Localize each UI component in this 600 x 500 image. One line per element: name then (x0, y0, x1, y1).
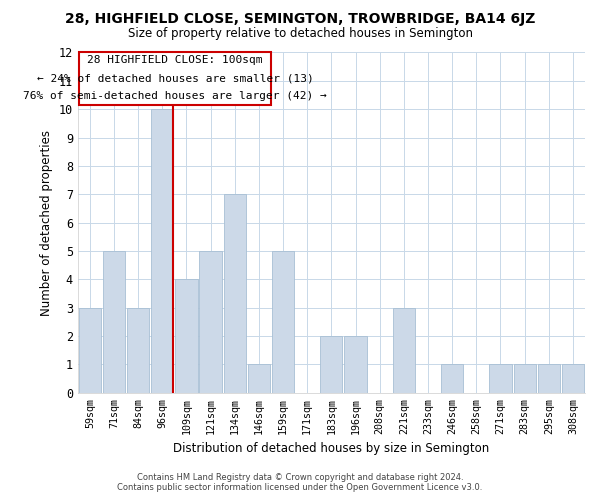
X-axis label: Distribution of detached houses by size in Semington: Distribution of detached houses by size … (173, 442, 490, 455)
FancyBboxPatch shape (79, 52, 271, 105)
Text: 28, HIGHFIELD CLOSE, SEMINGTON, TROWBRIDGE, BA14 6JZ: 28, HIGHFIELD CLOSE, SEMINGTON, TROWBRID… (65, 12, 535, 26)
Bar (127, 308, 149, 393)
Bar (224, 194, 246, 393)
Bar (79, 308, 101, 393)
Text: ← 24% of detached houses are smaller (13): ← 24% of detached houses are smaller (13… (37, 73, 313, 83)
Bar (514, 364, 536, 393)
Text: 76% of semi-detached houses are larger (42) →: 76% of semi-detached houses are larger (… (23, 92, 327, 102)
Bar (490, 364, 512, 393)
Bar (393, 308, 415, 393)
Text: 28 HIGHFIELD CLOSE: 100sqm: 28 HIGHFIELD CLOSE: 100sqm (87, 56, 263, 66)
Y-axis label: Number of detached properties: Number of detached properties (40, 130, 53, 316)
Bar (248, 364, 270, 393)
Bar (199, 251, 222, 393)
Text: Contains HM Land Registry data © Crown copyright and database right 2024.
Contai: Contains HM Land Registry data © Crown c… (118, 473, 482, 492)
Text: Size of property relative to detached houses in Semington: Size of property relative to detached ho… (128, 28, 473, 40)
Bar (441, 364, 463, 393)
Bar (151, 109, 173, 393)
Bar (344, 336, 367, 393)
Bar (272, 251, 294, 393)
Bar (538, 364, 560, 393)
Bar (562, 364, 584, 393)
Bar (103, 251, 125, 393)
Bar (175, 280, 197, 393)
Bar (320, 336, 343, 393)
